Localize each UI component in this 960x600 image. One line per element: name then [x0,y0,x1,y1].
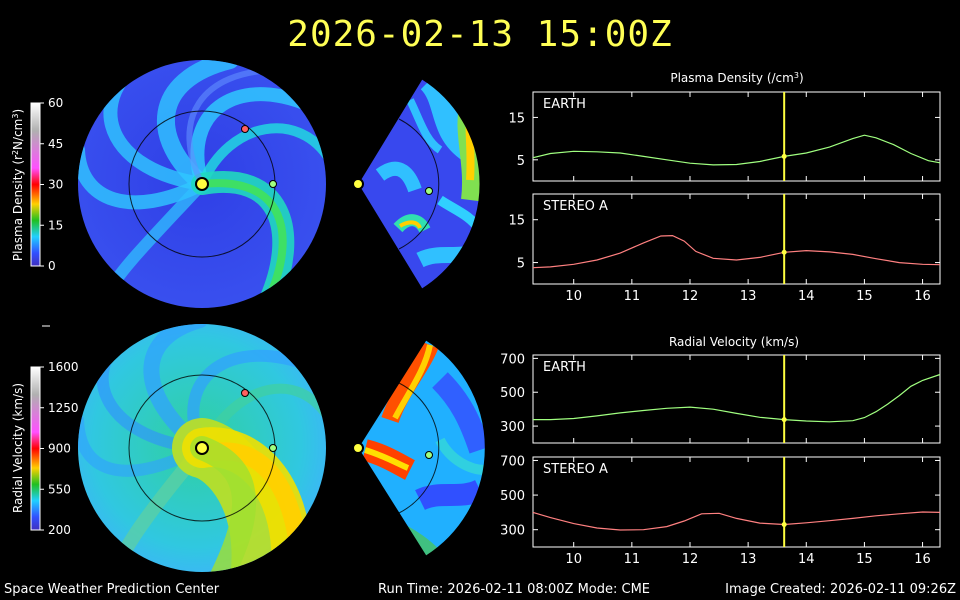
y-tick-label: 500 [500,386,525,401]
velocity-colorbar: 1600 1250 900 550 200 Radial Velocity (km/s) [11,360,79,537]
x-tick-label: 13 [740,289,757,304]
velocity-colorbar-label: Radial Velocity (km/s) [11,383,25,513]
x-tick-label: 15 [856,289,873,304]
footer-image-created: Image Created: 2026-02-11 09:26Z [725,582,956,597]
x-tick-label: 14 [798,552,815,567]
current-value-marker [781,522,787,527]
series-line [533,373,941,423]
y-tick-label: 500 [500,489,525,504]
x-tick-label: 16 [914,289,931,304]
panel-frame [532,193,941,285]
x-tick-label: 11 [624,289,641,304]
density-chart-title: Plasma Density (/cm3) [670,71,803,85]
panel-frame [532,456,941,548]
panel-name: EARTH [543,97,586,112]
colorbar-tick-label: 30 [48,178,63,192]
x-tick-label: 10 [565,552,582,567]
x-tick-label: 12 [682,552,699,567]
stereo-a-marker [241,125,249,133]
series-line [532,134,941,166]
footer-run-time: Run Time: 2026-02-11 08:00Z Mode: CME [378,582,651,597]
colorbar-tick-label: 0 [48,259,56,273]
current-value-marker [781,417,787,423]
x-tick-label: 12 [682,289,699,304]
current-value-marker [781,153,787,159]
panel-name: STEREO A [543,199,608,214]
panel-name: STEREO A [543,462,608,477]
density-ecliptic-disc [78,60,326,308]
velocity-ecliptic-disc [78,324,326,572]
series-line [532,511,941,531]
y-tick-label: 5 [517,154,525,169]
colorbar-tick-label: 45 [48,137,63,151]
series-line [532,234,941,269]
y-tick-label: 700 [500,454,525,469]
y-tick-label: 15 [508,214,525,229]
colorbar-tick-label: 200 [48,523,71,537]
y-tick-label: 15 [508,111,525,126]
chart-panel-earth: EARTH 300 500 700 [500,352,941,444]
timestamp-title: 2026-02-13 15:00Z [287,14,673,55]
x-tick-label: 13 [740,552,757,567]
time-series-charts: Plasma Density (/cm3) Radial Velocity (k… [500,71,941,567]
colorbar-tick-label: 60 [48,96,63,110]
panel-frame [532,354,941,444]
footer-organization: Space Weather Prediction Center [4,582,220,597]
earth-marker [269,180,277,188]
y-tick-label: 700 [500,352,525,367]
colorbar-tick-label: 1600 [48,360,79,374]
x-tick-label: 16 [914,552,931,567]
density-meridional-wedge [352,78,481,290]
colorbar-tick-label: 15 [48,218,63,232]
velocity-meridional-wedge [352,339,486,557]
chart-panel-stereo-a: STEREO A 300 500 700 10 11 12 13 14 15 16 [500,454,941,567]
density-colorbar: 60 45 30 15 0 Plasma Density (r2N/cm3) [11,96,63,273]
panel-frame [532,91,941,182]
panel-name: EARTH [543,360,586,375]
current-value-marker [781,249,787,255]
y-tick-label: 5 [517,257,525,272]
x-tick-label: 15 [856,552,873,567]
chart-panel-earth: EARTH 5 15 [508,91,941,182]
x-tick-label: 11 [624,552,641,567]
chart-panel-stereo-a: STEREO A 5 15 10 11 12 13 14 15 16 [508,193,941,304]
velocity-chart-title: Radial Velocity (km/s) [669,335,799,349]
y-tick-label: 300 [500,524,525,539]
x-tick-label: 14 [798,289,815,304]
x-tick-label: 10 [565,289,582,304]
colorbar-tick-label: 550 [48,482,71,496]
density-colorbar-label: Plasma Density (r2N/cm3) [11,109,25,261]
sun-marker [195,177,209,191]
y-tick-label: 300 [500,420,525,435]
colorbar-tick-label: 1250 [48,401,79,415]
colorbar-tick-label: 900 [48,442,71,456]
